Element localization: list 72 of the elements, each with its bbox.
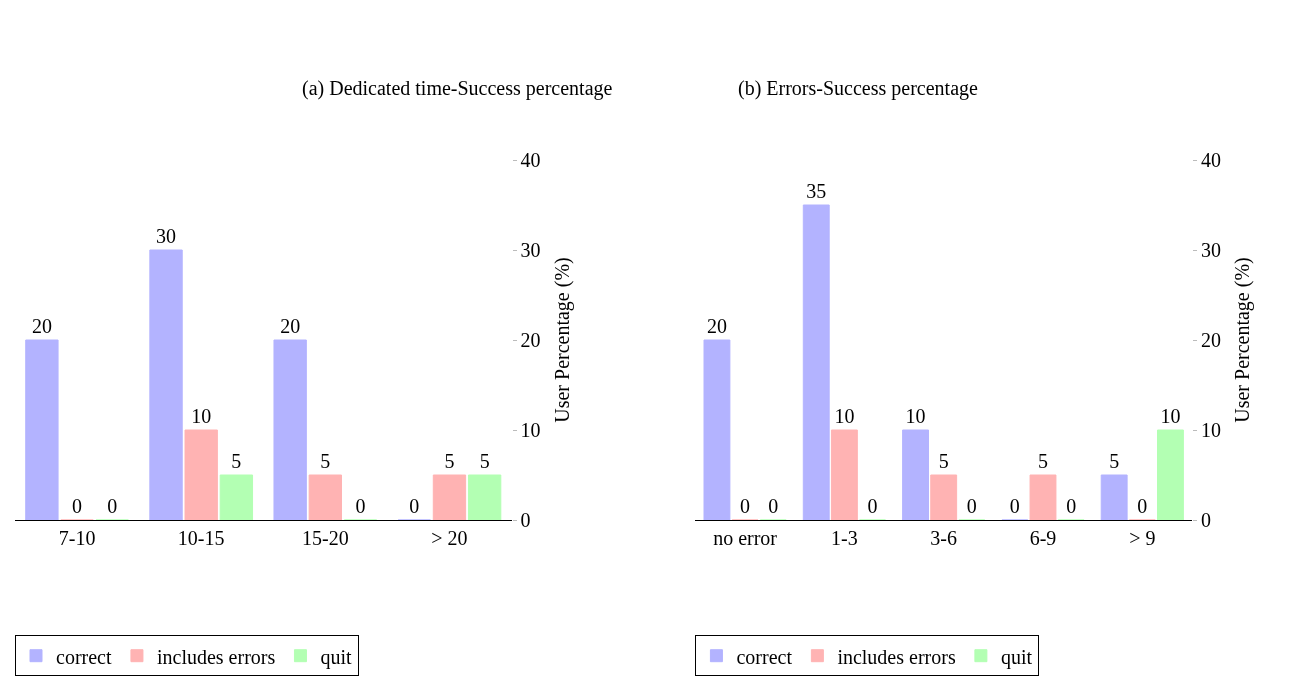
x-tick-label: 15-20 bbox=[301, 527, 349, 549]
y-tick-label: 30 bbox=[520, 239, 541, 261]
bar bbox=[219, 474, 254, 520]
bar bbox=[703, 339, 731, 520]
data-label: 20 bbox=[31, 315, 52, 337]
bar bbox=[308, 474, 343, 520]
bar bbox=[1100, 474, 1128, 520]
y-axis-title: User Percentage (%) bbox=[1231, 257, 1255, 423]
x-tick-label: 7-10 bbox=[58, 527, 96, 549]
bar bbox=[902, 429, 929, 520]
data-label: 5 bbox=[1038, 450, 1048, 472]
x-tick-label: 6-9 bbox=[1029, 527, 1057, 549]
x-tick-label: 3-6 bbox=[930, 527, 958, 549]
data-label: 0 bbox=[966, 495, 977, 517]
y-tick-label: 30 bbox=[1200, 239, 1221, 261]
y-tick-label: 0 bbox=[520, 509, 531, 531]
data-label: 0 bbox=[867, 495, 878, 517]
data-label: 35 bbox=[806, 180, 827, 202]
legend-label: quit bbox=[320, 645, 353, 669]
bar bbox=[184, 429, 218, 520]
data-label: 5 bbox=[479, 450, 490, 472]
bar bbox=[1157, 429, 1184, 520]
legend-label: includes errors bbox=[156, 645, 276, 668]
y-tick-label: 40 bbox=[520, 149, 541, 171]
bar bbox=[149, 249, 183, 520]
data-label: 0 bbox=[107, 495, 118, 517]
y-tick-label: 20 bbox=[1200, 329, 1221, 351]
data-label: 20 bbox=[706, 315, 727, 337]
data-label: 0 bbox=[1137, 495, 1148, 517]
x-tick-label: 1-3 bbox=[831, 527, 858, 549]
legend-label: includes errors bbox=[837, 645, 956, 668]
y-tick-label: 10 bbox=[1200, 419, 1221, 441]
legend-label: quit bbox=[1000, 645, 1033, 669]
y-tick-label: 10 bbox=[520, 419, 541, 441]
data-label: 0 bbox=[355, 495, 366, 517]
data-label: 0 bbox=[72, 495, 83, 517]
data-label: 10 bbox=[834, 405, 855, 427]
x-tick-label: no error bbox=[713, 527, 778, 549]
y-tick-label: 0 bbox=[1200, 509, 1211, 531]
data-label: 0 bbox=[740, 495, 751, 517]
data-label: 30 bbox=[156, 225, 177, 247]
data-label: 0 bbox=[1009, 495, 1020, 517]
x-tick-label: > 9 bbox=[1129, 527, 1156, 549]
bar bbox=[432, 474, 467, 520]
data-label: 0 bbox=[768, 495, 779, 517]
data-label: 10 bbox=[191, 405, 212, 427]
y-tick-label: 40 bbox=[1200, 149, 1221, 171]
bar bbox=[273, 339, 307, 520]
legend-label: correct bbox=[736, 645, 793, 668]
data-label: 10 bbox=[1160, 405, 1181, 427]
data-label: 10 bbox=[905, 405, 926, 427]
y-axis-title: User Percentage (%) bbox=[551, 257, 575, 423]
bar bbox=[1029, 474, 1057, 520]
data-label: 5 bbox=[444, 450, 455, 472]
data-label: 20 bbox=[280, 315, 301, 337]
x-tick-label: 10-15 bbox=[177, 527, 225, 549]
data-label: 5 bbox=[938, 450, 949, 472]
data-label: 5 bbox=[320, 450, 331, 472]
y-tick-label: 20 bbox=[520, 329, 541, 351]
bar bbox=[25, 339, 59, 520]
legend-label: correct bbox=[56, 645, 112, 668]
chart-title: (a) Dedicated time-Success percentage bbox=[302, 77, 613, 100]
data-label: 0 bbox=[1066, 495, 1077, 517]
data-label: 0 bbox=[409, 495, 420, 517]
chart-title: (b) Errors-Success percentage bbox=[738, 77, 979, 100]
data-label: 5 bbox=[1109, 450, 1120, 472]
bar bbox=[930, 474, 958, 520]
data-label: 5 bbox=[231, 450, 242, 472]
x-tick-label: > 20 bbox=[431, 527, 468, 549]
bar bbox=[830, 429, 858, 520]
bar bbox=[467, 474, 502, 520]
bar bbox=[802, 204, 830, 520]
